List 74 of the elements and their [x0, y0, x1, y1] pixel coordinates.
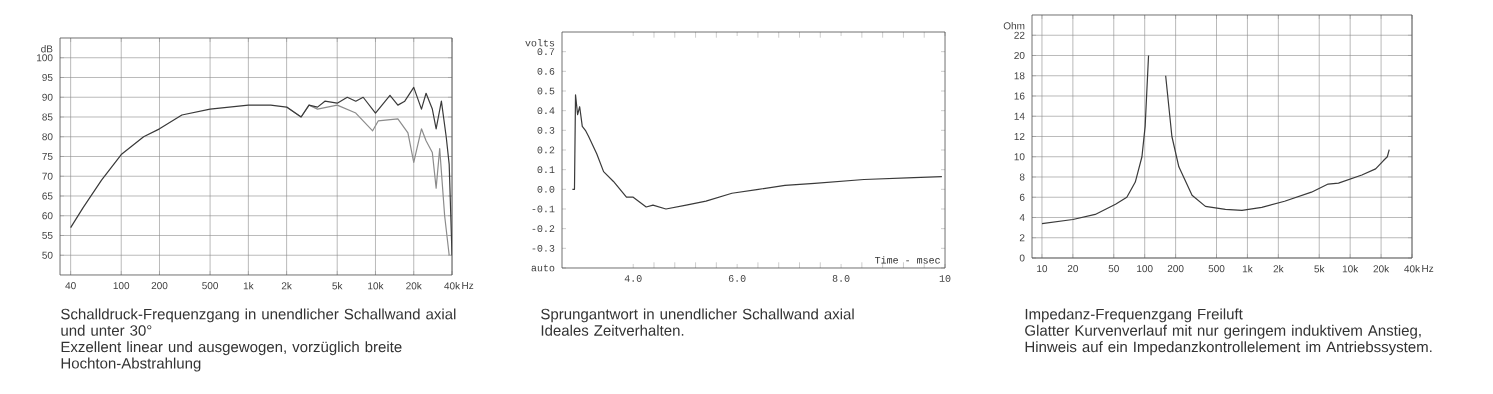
- x-tick-label: 100: [1137, 265, 1153, 273]
- y-axis-title: Ohm: [1003, 22, 1025, 30]
- y-tick-label: 0.5: [537, 87, 555, 95]
- x-tick-label: 100: [113, 282, 130, 290]
- text: Sprungantwort in unendlicher Schallwand axial: [541, 308, 854, 323]
- y-tick-label: 0: [1019, 254, 1025, 262]
- y-tick-label: 50: [42, 251, 53, 259]
- y-tick-label: -0.3: [532, 244, 555, 252]
- y-tick-label: 16: [1014, 92, 1025, 100]
- y-tick-label: 0.2: [537, 146, 555, 154]
- x-tick-label: 2k: [1273, 265, 1284, 273]
- y-tick-label: 10: [1014, 153, 1025, 161]
- x-tick-label: 1k: [243, 282, 254, 290]
- x-tick-label: 500: [202, 282, 219, 290]
- y-tick-label: -0.1: [532, 205, 555, 213]
- y-tick-label: 14: [1014, 112, 1025, 120]
- y-tick-label: 95: [42, 73, 53, 82]
- y-tick-label: -0.2: [532, 225, 555, 233]
- x-tick-label: 10: [1037, 265, 1048, 273]
- x-tick-label: 8.0: [832, 275, 850, 282]
- x-tick-label: 40: [65, 282, 76, 290]
- y-tick-label: 70: [42, 172, 53, 180]
- y-tick-label: 90: [42, 93, 53, 101]
- y-tick-label: 65: [42, 192, 53, 200]
- y-tick-label: 0.1: [537, 166, 555, 174]
- text: Ideales Zeitverhalten.: [541, 324, 684, 336]
- y-tick-label: 2: [1019, 234, 1025, 242]
- x-tick-label: 20k: [406, 282, 422, 290]
- x-tick-label: 2k: [281, 282, 292, 290]
- x-tick-label: 50: [1108, 265, 1119, 273]
- y-tick-label: 20: [1014, 51, 1025, 60]
- text: Exzellent linear und ausgewogen, vorzüglich breite Hochton-Abstrahlung: [61, 341, 402, 372]
- text: Impedanz-Frequenzgang Freiluft: [1025, 308, 1243, 323]
- x-tick-label: 1k: [1242, 265, 1253, 273]
- x-tick-label: 200: [1167, 265, 1184, 273]
- x-tick-label: 200: [151, 282, 168, 290]
- x-tick-label: 5k: [1314, 265, 1325, 273]
- y-tick-label: 85: [42, 113, 53, 121]
- x-tick-label: 20k: [1373, 265, 1390, 273]
- x-axis-title: Time - msec: [874, 256, 940, 264]
- y-tick-label: 8: [1019, 173, 1025, 181]
- y-tick-label: 4: [1019, 214, 1025, 221]
- x-tick-label: 40k: [444, 282, 461, 290]
- x-tick-label: 6.0: [728, 275, 746, 282]
- y-axis-title: volts: [525, 39, 555, 47]
- y-axis-title: dB: [41, 45, 53, 53]
- x-tick-label: 10: [939, 275, 951, 282]
- y-tick-label: 80: [42, 133, 53, 141]
- y-tick-label: 12: [1014, 132, 1025, 140]
- x-tick-label: 4.0: [624, 275, 642, 282]
- x-tick-label: 40k: [1404, 265, 1421, 273]
- y-tick-label: auto: [531, 264, 555, 272]
- y-tick-label: 60: [42, 212, 53, 220]
- y-tick-label: 0.4: [537, 107, 555, 115]
- y-tick-label: 0.6: [537, 67, 555, 75]
- x-tick-label: 10k: [368, 282, 384, 290]
- y-tick-label: 0.3: [537, 126, 555, 134]
- y-tick-label: 100: [37, 54, 53, 62]
- y-tick-label: 0.0: [537, 185, 555, 193]
- text: Schalldruck-Frequenzgang in unendlicher Schallwand axial und unter 30°: [61, 308, 456, 336]
- x-axis-title: Hz: [1422, 265, 1434, 272]
- x-tick-label: 500: [1208, 265, 1225, 273]
- line-series: [571, 94, 943, 210]
- x-tick-label: 5k: [332, 282, 343, 290]
- x-tick-label: 20: [1067, 265, 1079, 273]
- y-tick-label: 6: [1019, 193, 1025, 201]
- x-tick-label: 10k: [1342, 265, 1359, 273]
- y-tick-label: 22: [1014, 31, 1025, 39]
- x-axis-title: Hz: [462, 282, 474, 289]
- text: Glatter Kurvenverlauf mit nur geringem induktivem Anstieg, Hinweis auf ein Impedanzkontrollelement im Antriebssystem.: [1025, 324, 1432, 356]
- y-tick-label: 55: [42, 232, 53, 239]
- y-tick-label: 75: [42, 153, 53, 160]
- y-tick-label: 18: [1014, 72, 1025, 80]
- y-tick-label: 0.7: [537, 48, 555, 56]
